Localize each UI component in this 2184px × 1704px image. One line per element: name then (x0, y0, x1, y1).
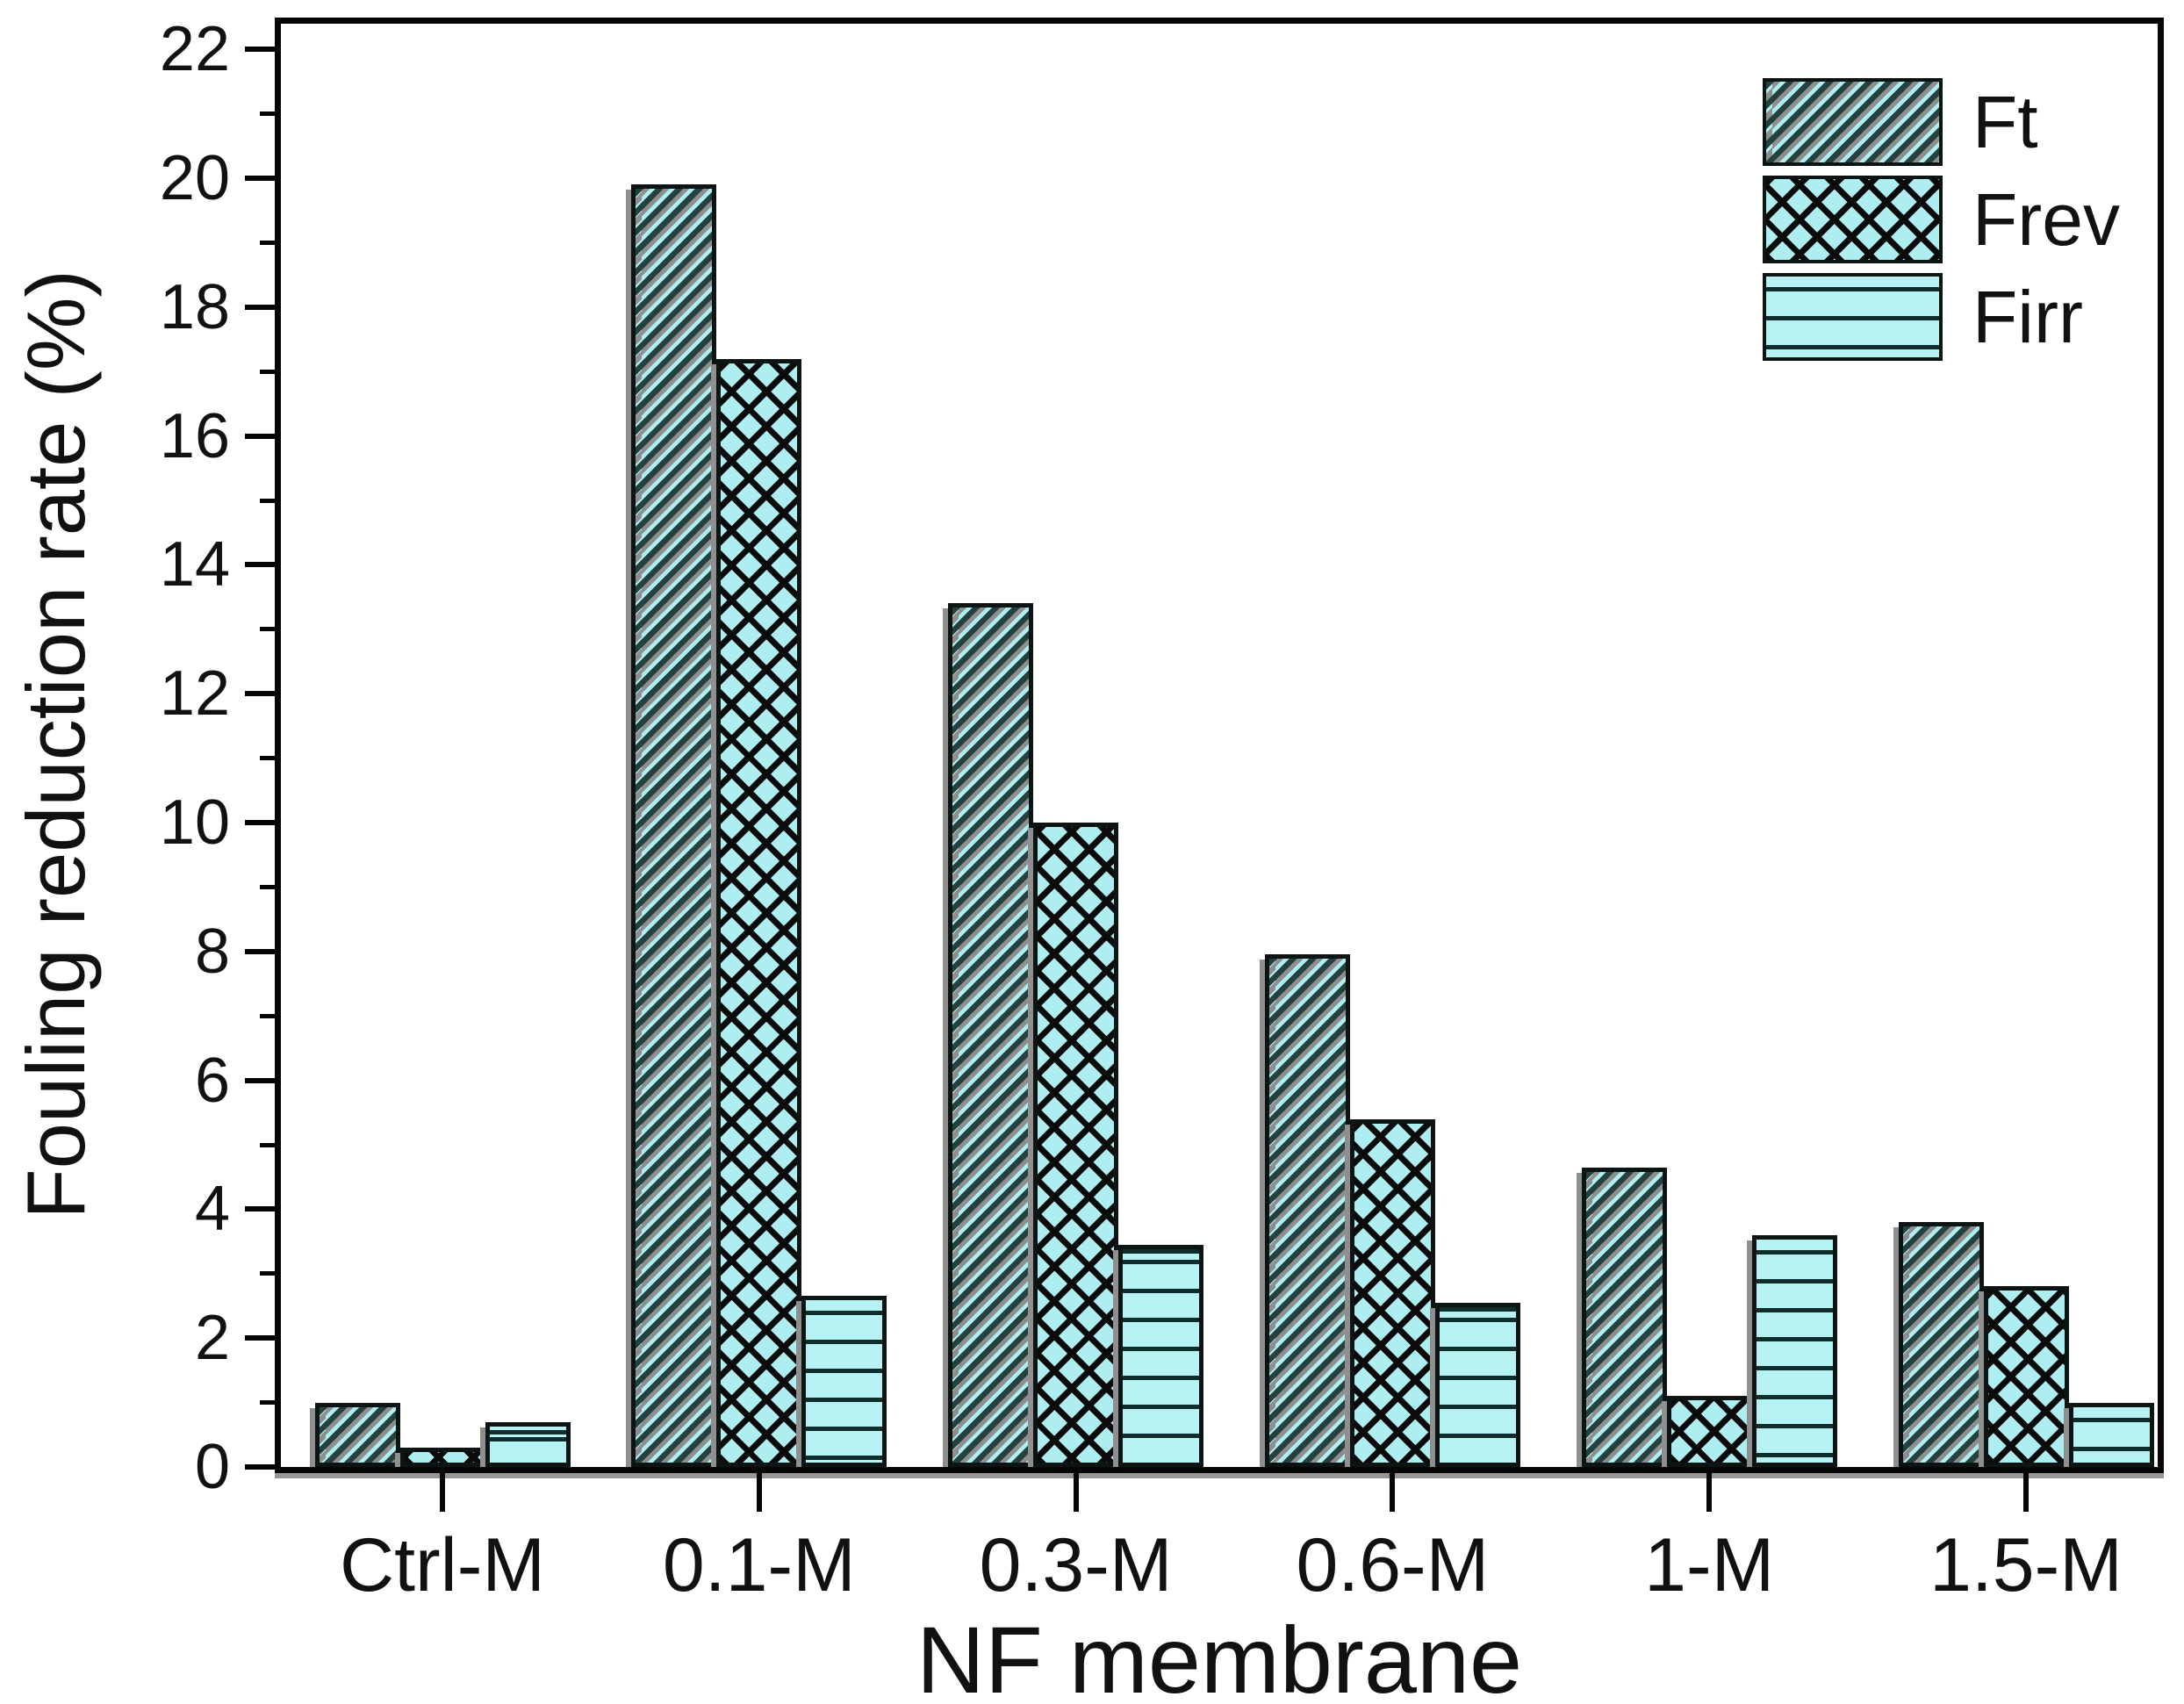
y-major-tick (245, 562, 275, 568)
y-tick-label: 10 (159, 787, 230, 858)
bar-ft-ctrl-m (314, 1402, 400, 1467)
y-minor-tick (260, 369, 275, 374)
y-minor-tick (260, 756, 275, 761)
y-tick-label: 2 (194, 1303, 230, 1374)
y-major-tick (245, 691, 275, 697)
x-axis-title: NF membrane (916, 1607, 1523, 1704)
bar-ft-0.6-m (1264, 954, 1350, 1467)
y-major-tick (245, 433, 275, 439)
legend-label-frev: Frev (1972, 178, 2120, 261)
y-major-tick (245, 1206, 275, 1212)
bar-frev-0.1-m (716, 358, 802, 1467)
legend-swatch-frev (1763, 176, 1943, 263)
x-tick (1706, 1473, 1713, 1512)
y-minor-tick (260, 111, 275, 117)
bar-firr-0.6-m (1434, 1302, 1520, 1467)
x-tick (756, 1473, 762, 1512)
y-minor-tick (260, 884, 275, 889)
bar-firr-ctrl-m (485, 1421, 571, 1467)
bar-ft-1.5-m (1898, 1222, 1984, 1467)
y-major-tick (245, 176, 275, 181)
plot-area: Ft Frev Firr (281, 24, 2158, 1467)
y-tick-label: 0 (194, 1432, 230, 1502)
x-tick-label: 0.1-M (662, 1523, 856, 1607)
y-tick-label: 22 (159, 14, 230, 85)
legend-row-firr: Firr (1763, 273, 2120, 361)
y-minor-tick (260, 1400, 275, 1406)
x-tick (2023, 1473, 2029, 1512)
y-major-tick (245, 304, 275, 310)
y-tick-label: 4 (194, 1174, 230, 1245)
bar-ft-1-m (1581, 1167, 1667, 1467)
y-major-tick (245, 47, 275, 53)
y-tick-label: 6 (194, 1045, 230, 1116)
bar-frev-0.6-m (1349, 1118, 1435, 1467)
bar-frev-ctrl-m (399, 1447, 485, 1467)
bar-firr-1.5-m (2068, 1402, 2154, 1467)
legend-row-frev: Frev (1763, 176, 2120, 263)
y-minor-tick (260, 1013, 275, 1018)
bar-firr-1-m (1751, 1234, 1837, 1467)
legend-row-ft: Ft (1763, 78, 2120, 166)
x-tick-label: 1-M (1644, 1523, 1775, 1607)
y-tick-label: 14 (159, 529, 230, 600)
bar-ft-0.1-m (631, 184, 717, 1467)
legend-swatch-firr (1763, 273, 1943, 361)
y-tick-label: 12 (159, 658, 230, 730)
bar-firr-0.1-m (801, 1296, 887, 1467)
x-tick-label: 0.3-M (979, 1523, 1173, 1607)
legend: Ft Frev Firr (1763, 78, 2120, 370)
y-minor-tick (260, 627, 275, 632)
y-major-tick (245, 1077, 275, 1083)
y-major-tick (245, 948, 275, 954)
bar-ft-0.3-m (948, 603, 1034, 1467)
x-tick-label: Ctrl-M (339, 1523, 546, 1607)
legend-label-ft: Ft (1972, 81, 2038, 163)
y-tick-label: 8 (194, 916, 230, 987)
y-minor-tick (260, 1142, 275, 1147)
legend-swatch-ft (1763, 78, 1943, 166)
y-minor-tick (260, 1271, 275, 1276)
y-tick-label: 16 (159, 400, 230, 471)
bar-frev-1.5-m (1983, 1286, 2069, 1467)
y-minor-tick (260, 498, 275, 503)
y-minor-tick (260, 240, 275, 245)
bar-frev-1-m (1666, 1396, 1752, 1467)
x-tick (1073, 1473, 1079, 1512)
bar-firr-0.3-m (1118, 1244, 1204, 1467)
legend-label-firr: Firr (1972, 276, 2083, 358)
y-tick-label: 18 (159, 271, 230, 342)
x-tick (1390, 1473, 1396, 1512)
y-major-tick (245, 820, 275, 825)
y-major-tick (245, 1464, 275, 1470)
bar-frev-0.3-m (1033, 823, 1119, 1467)
y-tick-label: 20 (159, 143, 230, 213)
x-tick (440, 1473, 445, 1512)
x-tick-label: 1.5-M (1929, 1523, 2123, 1607)
x-tick-label: 0.6-M (1296, 1523, 1490, 1607)
y-major-tick (245, 1335, 275, 1341)
